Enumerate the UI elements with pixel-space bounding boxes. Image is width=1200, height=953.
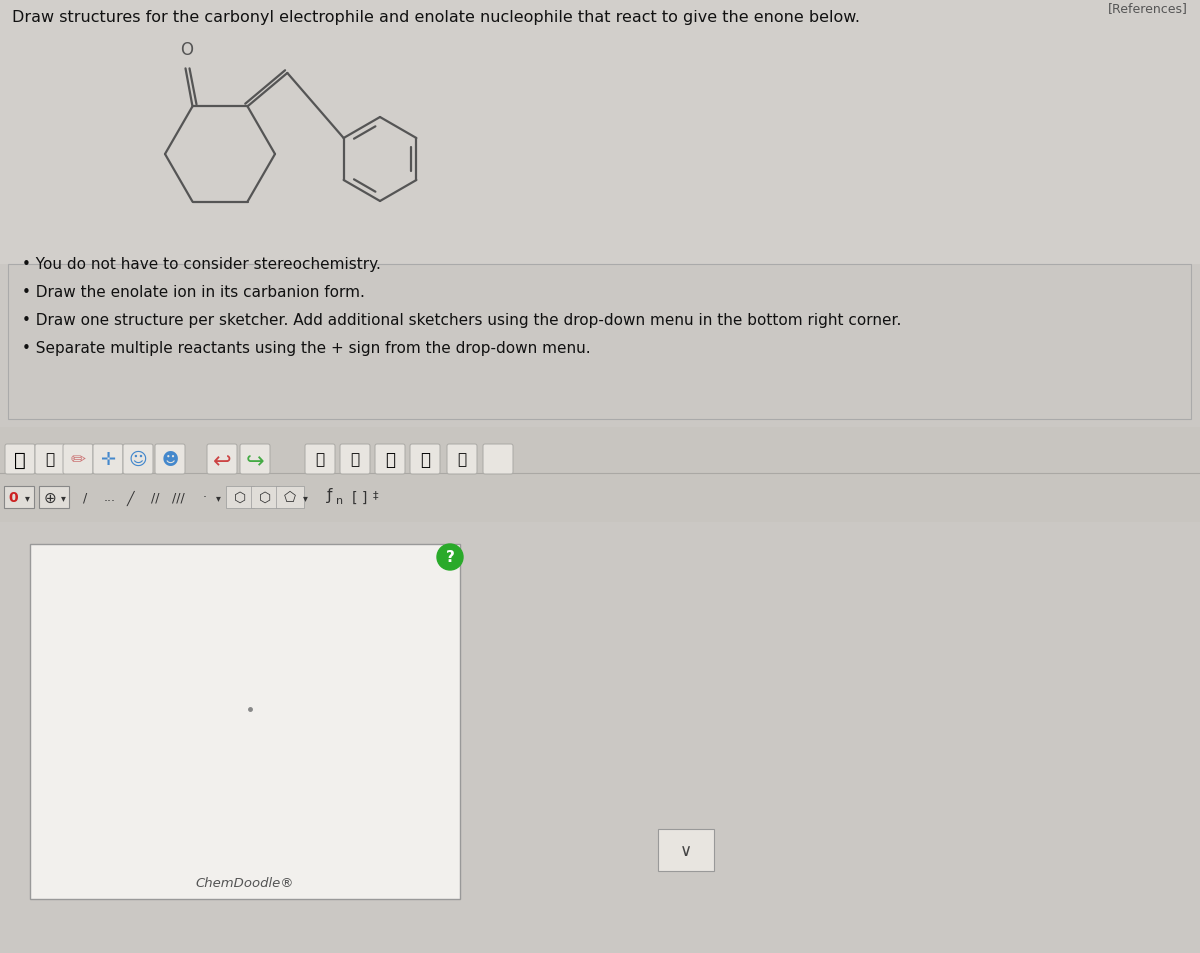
Text: [References]: [References] [1108,2,1188,15]
Text: • Separate multiple reactants using the + sign from the drop-down menu.: • Separate multiple reactants using the … [22,340,590,355]
FancyBboxPatch shape [305,444,335,475]
Text: ·: · [203,491,208,504]
Text: ///: /// [172,491,185,504]
FancyBboxPatch shape [340,444,370,475]
FancyBboxPatch shape [8,265,1190,419]
FancyBboxPatch shape [448,444,478,475]
FancyBboxPatch shape [94,444,124,475]
Circle shape [437,544,463,571]
Text: /: / [83,491,88,504]
Text: ☻: ☻ [161,451,179,469]
FancyBboxPatch shape [226,486,254,509]
FancyBboxPatch shape [5,444,35,475]
Text: //: // [151,491,160,504]
Text: 🎨: 🎨 [457,452,467,467]
Text: ⬡: ⬡ [259,491,271,504]
FancyBboxPatch shape [410,444,440,475]
FancyBboxPatch shape [658,829,714,871]
Text: Draw structures for the carbonyl electrophile and enolate nucleophile that react: Draw structures for the carbonyl electro… [12,10,860,25]
FancyBboxPatch shape [484,444,514,475]
FancyBboxPatch shape [64,444,94,475]
Text: 🔍: 🔍 [385,451,395,469]
FancyBboxPatch shape [376,444,406,475]
Text: ▾: ▾ [24,493,30,502]
Text: 0: 0 [8,491,18,504]
Text: ☺: ☺ [128,451,148,469]
Text: 📷: 📷 [316,452,324,467]
FancyBboxPatch shape [4,486,34,509]
Text: • You do not have to consider stereochemistry.: • You do not have to consider stereochem… [22,256,380,272]
Text: ✛: ✛ [101,451,115,469]
Text: O: O [180,41,193,59]
Text: ⬡: ⬡ [234,491,246,504]
Text: • Draw the enolate ion in its carbanion form.: • Draw the enolate ion in its carbanion … [22,285,365,299]
FancyBboxPatch shape [40,486,70,509]
Text: ⬠: ⬠ [284,491,296,504]
Text: ✋: ✋ [14,450,26,469]
Bar [0,0,1200,265]
Text: ...: ... [104,491,116,504]
FancyBboxPatch shape [251,486,280,509]
Text: ↩: ↩ [212,452,232,472]
Text: n: n [336,496,343,505]
Text: • Draw one structure per sketcher. Add additional sketchers using the drop-down : • Draw one structure per sketcher. Add a… [22,313,901,328]
Text: ╱: ╱ [126,490,133,505]
Text: ✏: ✏ [71,451,85,469]
FancyBboxPatch shape [208,444,238,475]
FancyBboxPatch shape [240,444,270,475]
Text: ‡: ‡ [372,490,378,499]
FancyBboxPatch shape [30,544,460,899]
Text: ▾: ▾ [60,493,66,502]
Text: 🔑: 🔑 [46,452,54,467]
Bar [0,428,1200,522]
Text: ∨: ∨ [680,841,692,859]
Text: 🔎: 🔎 [420,451,430,469]
FancyBboxPatch shape [35,444,65,475]
Text: [ ]: [ ] [353,491,367,504]
FancyBboxPatch shape [276,486,304,509]
Text: ?: ? [445,550,455,565]
FancyBboxPatch shape [124,444,154,475]
FancyBboxPatch shape [155,444,185,475]
Text: 📋: 📋 [350,452,360,467]
Text: ↪: ↪ [246,452,264,472]
Text: ⊕: ⊕ [43,490,56,505]
Text: ChemDoodle®: ChemDoodle® [196,876,294,889]
Text: ƒ: ƒ [328,488,332,503]
Text: ▾: ▾ [216,493,221,502]
Text: ▾: ▾ [302,493,307,502]
